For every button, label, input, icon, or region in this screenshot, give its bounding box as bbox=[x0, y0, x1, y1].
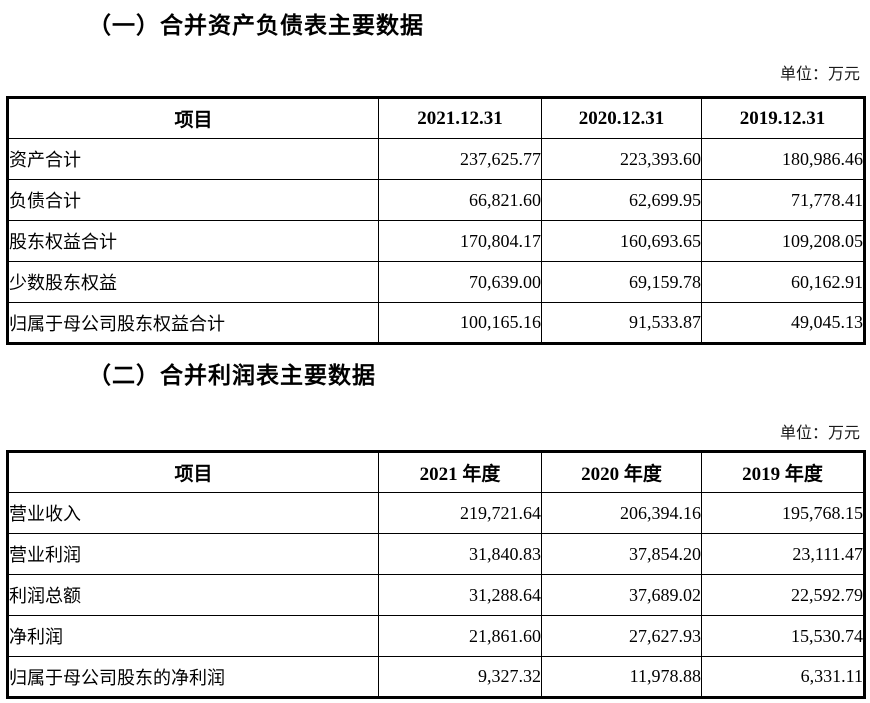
table-cell: 71,778.41 bbox=[701, 179, 865, 221]
column-header-2019: 2019.12.31 bbox=[701, 97, 865, 139]
table-cell: 49,045.13 bbox=[701, 302, 865, 344]
table-row: 归属于母公司股东的净利润 9,327.32 11,978.88 6,331.11 bbox=[7, 656, 865, 698]
table-cell: 23,111.47 bbox=[701, 533, 865, 575]
table-cell: 109,208.05 bbox=[701, 220, 865, 262]
table-row: 资产合计 237,625.77 223,393.60 180,986.46 bbox=[7, 138, 865, 180]
table-cell: 60,162.91 bbox=[701, 261, 865, 303]
table-cell: 91,533.87 bbox=[541, 302, 702, 344]
table-cell: 15,530.74 bbox=[701, 615, 865, 657]
table-cell: 66,821.60 bbox=[378, 179, 542, 221]
table-cell: 223,393.60 bbox=[541, 138, 702, 180]
table-cell: 37,854.20 bbox=[541, 533, 702, 575]
row-label: 净利润 bbox=[7, 615, 379, 657]
table-row: 负债合计 66,821.60 62,699.95 71,778.41 bbox=[7, 179, 865, 221]
income-statement-table: 项目 2021 年度 2020 年度 2019 年度 营业收入 219,721.… bbox=[6, 450, 866, 699]
table-cell: 21,861.60 bbox=[378, 615, 542, 657]
table-header-row: 项目 2021.12.31 2020.12.31 2019.12.31 bbox=[7, 97, 865, 139]
table-cell: 70,639.00 bbox=[378, 261, 542, 303]
row-label: 营业收入 bbox=[7, 492, 379, 534]
table-cell: 31,840.83 bbox=[378, 533, 542, 575]
table-cell: 6,331.11 bbox=[701, 656, 865, 698]
table-cell: 206,394.16 bbox=[541, 492, 702, 534]
table-cell: 27,627.93 bbox=[541, 615, 702, 657]
table-cell: 195,768.15 bbox=[701, 492, 865, 534]
row-label: 少数股东权益 bbox=[7, 261, 379, 303]
row-label: 营业利润 bbox=[7, 533, 379, 575]
column-header-2019: 2019 年度 bbox=[701, 451, 865, 493]
section-1-unit-note: 单位：万元 bbox=[779, 66, 860, 83]
section-2-unit-note: 单位：万元 bbox=[779, 425, 860, 442]
column-header-item: 项目 bbox=[7, 451, 379, 493]
table-row: 营业利润 31,840.83 37,854.20 23,111.47 bbox=[7, 533, 865, 575]
table-cell: 37,689.02 bbox=[541, 574, 702, 616]
column-header-2020: 2020.12.31 bbox=[541, 97, 702, 139]
row-label: 归属于母公司股东的净利润 bbox=[7, 656, 379, 698]
table-cell: 100,165.16 bbox=[378, 302, 542, 344]
row-label: 负债合计 bbox=[7, 179, 379, 221]
table-cell: 11,978.88 bbox=[541, 656, 702, 698]
table-cell: 62,699.95 bbox=[541, 179, 702, 221]
table-cell: 69,159.78 bbox=[541, 261, 702, 303]
table-row: 净利润 21,861.60 27,627.93 15,530.74 bbox=[7, 615, 865, 657]
table-cell: 31,288.64 bbox=[378, 574, 542, 616]
row-label: 归属于母公司股东权益合计 bbox=[7, 302, 379, 344]
balance-sheet-table: 项目 2021.12.31 2020.12.31 2019.12.31 资产合计… bbox=[6, 96, 866, 345]
section-1-title: （一）合并资产负债表主要数据 bbox=[88, 13, 424, 38]
row-label: 股东权益合计 bbox=[7, 220, 379, 262]
column-header-2021: 2021.12.31 bbox=[378, 97, 542, 139]
table-row: 归属于母公司股东权益合计 100,165.16 91,533.87 49,045… bbox=[7, 302, 865, 344]
row-label: 利润总额 bbox=[7, 574, 379, 616]
table-row: 股东权益合计 170,804.17 160,693.65 109,208.05 bbox=[7, 220, 865, 262]
table-header-row: 项目 2021 年度 2020 年度 2019 年度 bbox=[7, 451, 865, 493]
table-cell: 160,693.65 bbox=[541, 220, 702, 262]
column-header-item: 项目 bbox=[7, 97, 379, 139]
row-label: 资产合计 bbox=[7, 138, 379, 180]
table-row: 营业收入 219,721.64 206,394.16 195,768.15 bbox=[7, 492, 865, 534]
column-header-2021: 2021 年度 bbox=[378, 451, 542, 493]
column-header-2020: 2020 年度 bbox=[541, 451, 702, 493]
table-row: 少数股东权益 70,639.00 69,159.78 60,162.91 bbox=[7, 261, 865, 303]
table-cell: 180,986.46 bbox=[701, 138, 865, 180]
table-row: 利润总额 31,288.64 37,689.02 22,592.79 bbox=[7, 574, 865, 616]
table-cell: 219,721.64 bbox=[378, 492, 542, 534]
table-cell: 22,592.79 bbox=[701, 574, 865, 616]
table-cell: 237,625.77 bbox=[378, 138, 542, 180]
table-cell: 9,327.32 bbox=[378, 656, 542, 698]
section-2-title: （二）合并利润表主要数据 bbox=[88, 363, 376, 388]
table-cell: 170,804.17 bbox=[378, 220, 542, 262]
